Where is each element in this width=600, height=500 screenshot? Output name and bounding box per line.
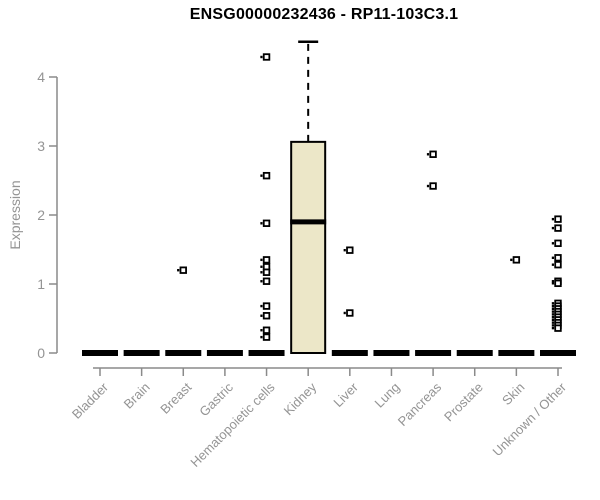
outlier-point-nub: [260, 55, 263, 59]
zero-median-bar: [456, 350, 493, 356]
outlier-point-nub: [551, 321, 554, 324]
y-tick-label: 0: [37, 345, 45, 361]
outlier-point-nub: [426, 153, 430, 156]
outlier-point-nub: [260, 222, 263, 225]
x-category-label: Pancreas: [395, 379, 445, 429]
outlier-point-nub: [551, 310, 554, 313]
zero-median-bar: [206, 350, 243, 356]
outlier-point-nub: [551, 263, 554, 266]
y-tick-label: 4: [37, 69, 45, 85]
outlier-point: [262, 171, 271, 180]
box-iqr: [290, 140, 327, 354]
outlier-point-nub: [343, 248, 346, 252]
zero-median-bar: [331, 350, 368, 356]
outlier-point-nub: [510, 258, 513, 262]
outlier-point: [554, 260, 562, 269]
outlier-point-nub: [551, 324, 554, 327]
chart-title: ENSG00000232436 - RP11-103C3.1: [189, 6, 459, 23]
outlier-point-nub: [551, 217, 554, 221]
zero-median-bar: [165, 350, 202, 356]
outlier-point-nub: [260, 314, 263, 317]
outlier-point: [262, 268, 271, 276]
zero-median-bar: [373, 350, 410, 356]
y-tick-label: 2: [37, 207, 45, 223]
outlier-point-nub: [551, 242, 554, 245]
outlier-point-nub: [260, 265, 263, 268]
outlier-point: [262, 53, 271, 61]
outlier-point: [429, 182, 437, 190]
zero-median-bar: [123, 350, 160, 356]
outlier-point-nub: [551, 313, 554, 316]
x-category-label: Brain: [121, 380, 153, 412]
outlier-point: [262, 333, 271, 341]
x-category-label: Unknown / Other: [490, 379, 570, 459]
x-category-label: Bladder: [69, 379, 112, 422]
outlier-point-nub: [551, 326, 554, 330]
outlier-point-nub: [260, 174, 263, 177]
zero-median-bar: [498, 350, 535, 356]
zero-median-bar: [540, 350, 576, 356]
x-category-label: Gastric: [196, 379, 236, 419]
x-category-label: Lung: [372, 380, 403, 411]
x-category-label: Liver: [330, 379, 361, 410]
outlier-point-nub: [260, 258, 263, 262]
outlier-point: [262, 312, 271, 320]
zero-median-bar: [248, 350, 285, 356]
outlier-point-nub: [260, 304, 263, 308]
outlier-point: [554, 215, 562, 223]
outlier-point: [554, 224, 562, 232]
x-category-label: Breast: [157, 379, 194, 416]
outlier-point: [554, 239, 562, 247]
y-tick-label: 3: [37, 138, 45, 154]
x-category-label: Skin: [499, 380, 527, 408]
outlier-point-nub: [551, 302, 554, 305]
outlier-point-nub: [551, 304, 554, 308]
outlier-point-nub: [260, 335, 263, 339]
outlier-point: [429, 150, 437, 158]
outlier-point-nub: [551, 226, 554, 230]
outlier-point: [262, 277, 271, 285]
x-category-label: Kidney: [281, 379, 320, 418]
outlier-point: [512, 256, 521, 264]
y-tick-label: 1: [37, 276, 45, 292]
outlier-point: [554, 324, 562, 332]
zero-median-bar: [82, 350, 118, 356]
outlier-point-nub: [551, 282, 554, 285]
outlier-point: [179, 266, 187, 274]
outlier-point: [262, 326, 271, 334]
outlier-point-nub: [260, 271, 263, 274]
outlier-point: [554, 254, 562, 262]
outlier-point-nub: [177, 269, 180, 272]
outlier-point-nub: [551, 280, 554, 283]
outlier-point-nub: [551, 307, 554, 311]
outlier-point: [262, 256, 271, 264]
x-category-label: Prostate: [441, 380, 486, 425]
outlier-point: [262, 219, 271, 227]
outlier-point: [346, 246, 354, 254]
outlier-point-nub: [426, 184, 430, 188]
outlier-point-nub: [551, 315, 554, 319]
outlier-point: [262, 302, 271, 310]
outlier-point-nub: [551, 318, 554, 322]
zero-median-bar: [415, 350, 452, 356]
outlier-point: [554, 279, 562, 288]
outlier-point: [346, 309, 354, 317]
outlier-point-nub: [260, 329, 263, 332]
outlier-point-nub: [260, 280, 263, 283]
outlier-point-nub: [551, 256, 554, 259]
outlier-point-nub: [343, 311, 346, 315]
